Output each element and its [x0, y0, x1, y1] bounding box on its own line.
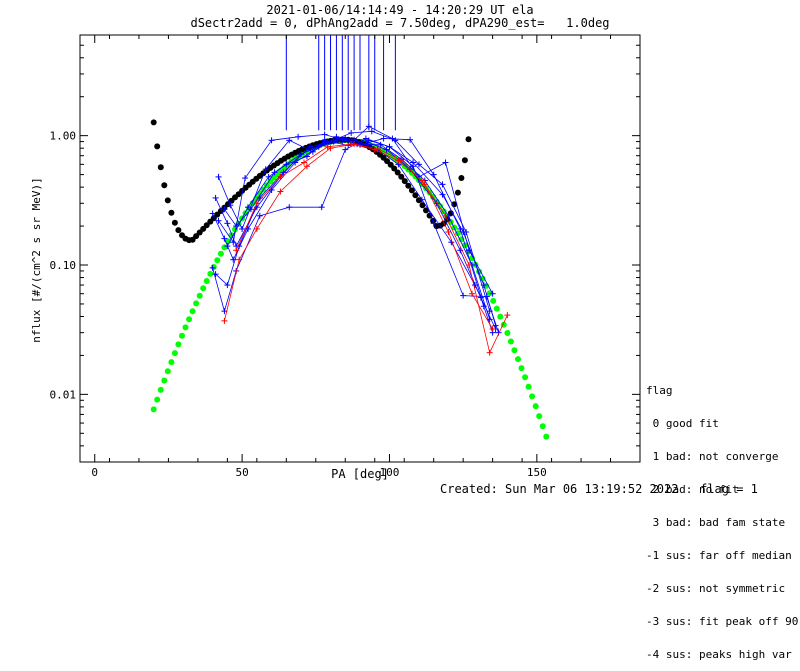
- fit-point-green: [518, 365, 525, 372]
- fit-point-black: [398, 173, 405, 180]
- x-tick-label: 150: [527, 466, 547, 479]
- y-tick-label: 0.01: [50, 388, 77, 401]
- fit-point-green: [217, 250, 224, 257]
- legend-title: flag: [646, 384, 673, 397]
- fit-point-green: [168, 359, 175, 366]
- legend-item: -3 sus: fit peak off 90: [646, 615, 799, 628]
- x-axis-label: PA [deg]: [331, 467, 389, 481]
- fit-point-green: [507, 338, 514, 345]
- fit-point-green: [161, 377, 168, 384]
- fit-point-green: [504, 330, 511, 336]
- fit-point-green: [179, 332, 185, 339]
- fit-point-green: [525, 383, 532, 390]
- fit-point-black: [465, 136, 472, 143]
- flag-value: flag = 1: [700, 482, 758, 496]
- fit-point-black: [387, 161, 394, 168]
- fit-point-black: [154, 143, 161, 150]
- fit-point-green: [536, 413, 543, 420]
- fit-point-green: [154, 396, 161, 403]
- legend-item: 3 bad: bad fam state: [646, 516, 786, 529]
- fit-point-green: [207, 270, 214, 277]
- series-line-blue: [212, 138, 499, 333]
- legend-item: -2 sus: not symmetric: [646, 582, 786, 595]
- fit-point-green: [193, 300, 200, 307]
- x-tick-label: 50: [235, 466, 248, 479]
- fit-point-green: [210, 264, 217, 270]
- y-axis-label: nflux [#/(cm^2 s sr MeV)]: [30, 177, 43, 343]
- fit-point-green: [157, 386, 164, 393]
- fit-point-green: [522, 374, 529, 381]
- fit-point-black: [405, 182, 412, 189]
- x-tick-label: 100: [380, 466, 400, 479]
- fit-point-black: [164, 197, 171, 204]
- created-timestamp: Created: Sun Mar 06 13:19:52 2022: [440, 482, 679, 496]
- fit-point-green: [543, 433, 550, 440]
- fit-point-black: [419, 202, 426, 209]
- fit-point-green: [200, 285, 207, 292]
- fit-point-black: [175, 227, 182, 234]
- legend-item: 1 bad: not converge: [646, 450, 779, 463]
- series-line-blue: [218, 134, 485, 307]
- x-tick-label: 0: [91, 466, 98, 479]
- legend-item: -1 sus: far off median: [646, 549, 792, 562]
- fit-point-green: [493, 305, 500, 312]
- fit-curves: [150, 119, 550, 440]
- flag-legend: flag 0 good fit 1 bad: not converge 2 ba…: [646, 363, 798, 671]
- fit-point-black: [408, 187, 415, 194]
- fit-point-black: [394, 169, 401, 176]
- fit-point-green: [189, 308, 196, 315]
- fit-point-green: [171, 350, 178, 357]
- chart-title: 2021-01-06/14:14:49 - 14:20:29 UT ela: [266, 3, 534, 17]
- fit-point-black: [454, 189, 461, 196]
- legend-item: 0 good fit: [646, 417, 719, 430]
- fit-point-green: [490, 297, 497, 304]
- fit-point-black: [161, 182, 168, 189]
- series-line-blue: [227, 125, 493, 294]
- fit-point-green: [267, 178, 274, 185]
- fit-point-green: [182, 324, 189, 331]
- legend-item: 2 bad: no fit: [646, 483, 739, 496]
- fit-point-green: [515, 356, 521, 363]
- fit-point-green: [196, 292, 203, 299]
- footer-text: Created: Sun Mar 06 13:19:52 2022 flag =…: [440, 483, 758, 496]
- fit-point-green: [532, 403, 539, 410]
- fit-point-green: [186, 316, 193, 323]
- fit-point-black: [412, 192, 419, 199]
- fit-point-black: [150, 119, 157, 126]
- fit-point-black: [423, 207, 429, 214]
- fit-point-green: [529, 393, 536, 400]
- fit-point-black: [391, 165, 398, 172]
- fit-point-green: [511, 347, 518, 354]
- fit-point-black: [168, 209, 175, 216]
- spike-lines: [285, 35, 396, 131]
- fit-point-black: [461, 157, 468, 164]
- chart-svg: 0 50 100 150 0.01 0.10 1.00 PA [deg] nflux [#/…: [30, 34, 641, 481]
- y-tick-label: 0.10: [50, 259, 77, 272]
- fit-point-green: [164, 368, 171, 375]
- series-line-blue: [215, 139, 496, 330]
- legend-item: -4 sus: peaks high var: [646, 648, 792, 661]
- fit-point-black: [415, 197, 422, 204]
- fit-point-green: [539, 423, 546, 430]
- axes: 0 50 100 150 0.01 0.10 1.00: [50, 34, 641, 479]
- fit-point-green: [175, 341, 182, 348]
- fit-point-green: [150, 406, 157, 413]
- chart-subtitle: dSectr2add = 0, dPhAng2add = 7.50deg, dP…: [190, 16, 610, 30]
- fit-point-green: [221, 244, 228, 251]
- data-series: [209, 123, 511, 356]
- fit-point-green: [203, 278, 210, 284]
- fit-point-green: [214, 257, 221, 264]
- y-tick-label: 1.00: [50, 130, 77, 143]
- fit-point-black: [171, 219, 178, 226]
- fit-point-black: [157, 164, 164, 171]
- fit-point-black: [401, 178, 408, 185]
- fit-point-black: [458, 175, 465, 181]
- fit-point-green: [497, 313, 504, 320]
